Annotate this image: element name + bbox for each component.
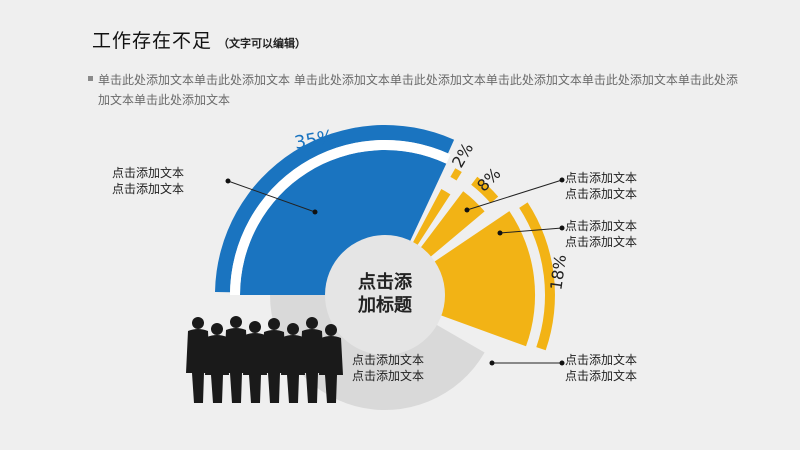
- leader-dot-1: [464, 207, 470, 213]
- label-18-line1: 点击添加文本: [565, 353, 638, 367]
- separator-band: [230, 139, 451, 295]
- leader-line-2: [499, 227, 563, 234]
- leader-dot-3: [489, 360, 495, 366]
- leader-dot-2: [497, 230, 503, 236]
- percent-label-18: 18%: [546, 253, 570, 291]
- label-35-line1: 点击添加文本: [112, 166, 185, 180]
- leader-end-dot-2: [559, 225, 565, 231]
- center-title-line1: 点击添: [358, 271, 413, 293]
- label-inner-line1: 点击添加文本: [352, 353, 425, 367]
- leader-end-dot-0: [225, 178, 231, 184]
- body-text: 单击此处添加文本单击此处添加文本 单击此处添加文本单击此处添加文本单击此处添加文…: [98, 73, 738, 107]
- slice-outer-arc-18: [519, 202, 555, 351]
- label-2-line1: 点击添加文本: [565, 171, 638, 185]
- label-8-line1: 点击添加文本: [565, 219, 638, 233]
- slice-outer-arc-8: [471, 176, 499, 204]
- label-35: 点击添加文本 点击添加文本: [112, 165, 184, 197]
- leader-line-0: [227, 180, 316, 213]
- slice-outer-arc-35: [215, 125, 455, 293]
- leader-end-dot-1: [559, 177, 565, 183]
- label-18: 点击添加文本 点击添加文本: [565, 352, 637, 384]
- leader-lines: [225, 177, 565, 366]
- label-8: 点击添加文本 点击添加文本: [565, 218, 637, 250]
- label-35-line2: 点击添加文本: [112, 182, 185, 196]
- leader-end-dot-3: [559, 360, 565, 366]
- percent-label-2: 2%: [448, 139, 477, 170]
- center-disc: [325, 235, 445, 355]
- label-inner: 点击添加文本 点击添加文本: [352, 352, 424, 384]
- label-inner-line2: 点击添加文本: [352, 369, 425, 383]
- leader-dot-0: [312, 209, 318, 215]
- center-title-line2: 加标题: [357, 294, 413, 316]
- percent-label-8: 8%: [473, 164, 504, 195]
- leader-line-1: [466, 179, 563, 211]
- page-title: 工作存在不足: [92, 30, 213, 52]
- slice-18: [385, 211, 536, 347]
- page-subtitle: （文字可以编辑）: [218, 37, 307, 50]
- slice-outer-arc-2: [450, 168, 462, 181]
- people-silhouette: [186, 316, 343, 403]
- label-2-line2: 点击添加文本: [565, 187, 638, 201]
- label-18-line2: 点击添加文本: [565, 369, 638, 383]
- bullet-icon: [88, 76, 93, 81]
- label-8-line2: 点击添加文本: [565, 235, 638, 249]
- title-row: 工作存在不足 （文字可以编辑）: [92, 26, 306, 53]
- label-2: 点击添加文本 点击添加文本: [565, 170, 637, 202]
